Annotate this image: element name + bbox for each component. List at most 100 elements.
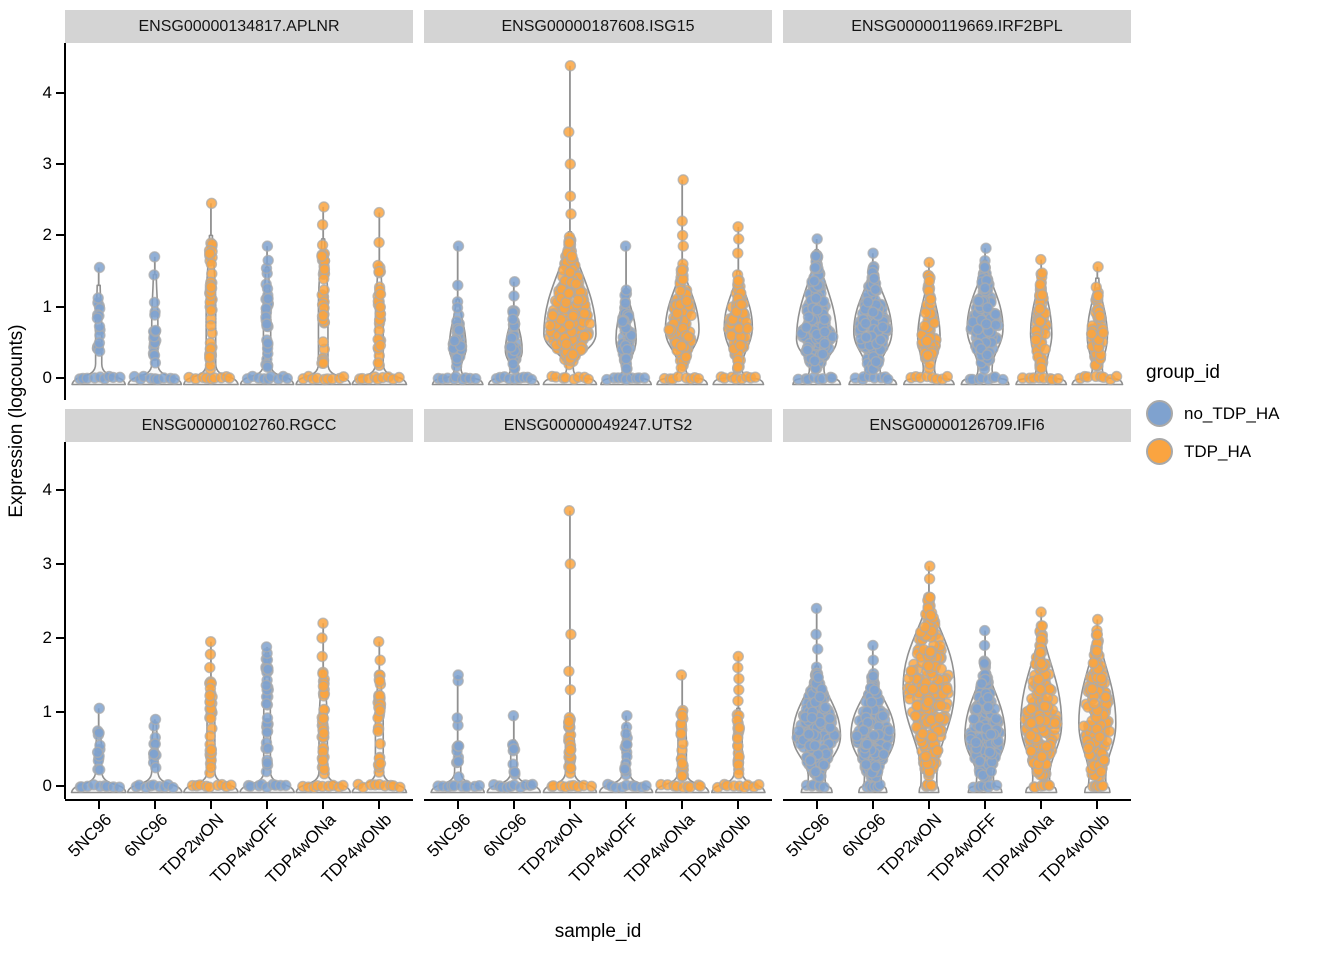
violin-TDP2wON <box>182 197 239 386</box>
x-tick <box>97 801 100 809</box>
y-tick <box>56 91 64 94</box>
x-axis-title: sample_id <box>554 921 642 942</box>
y-tick-label: 1 <box>42 296 52 316</box>
legend: group_id no_TDP_HA TDP_HA <box>1146 362 1279 476</box>
facet-strip: ENSG00000049247.UTS2 <box>424 409 772 442</box>
x-tick-label: TDP4wONa <box>980 810 1058 888</box>
violin-TDP4wOFF <box>960 242 1010 386</box>
y-tick <box>56 305 64 308</box>
violin-6NC96 <box>127 251 183 386</box>
x-tick-label: 6NC96 <box>838 810 890 861</box>
y-tick <box>56 234 64 237</box>
x-tick-label: TDP4wOFF <box>924 810 1002 887</box>
y-tick-label: 2 <box>42 225 52 245</box>
violin-TDP4wONa <box>295 617 352 794</box>
violin-TDP2wON <box>542 60 598 386</box>
x-tick <box>1096 801 1099 809</box>
x-tick <box>927 801 930 809</box>
violin-6NC96 <box>126 713 183 794</box>
x-tick <box>984 801 987 809</box>
x-tick <box>378 801 381 809</box>
y-tick-label: 1 <box>42 702 52 721</box>
violin-TDP4wONb <box>351 206 408 386</box>
y-tick-label: 3 <box>42 154 52 174</box>
x-tick <box>266 801 269 809</box>
x-tick-label: TDP4wOFF <box>206 810 284 887</box>
y-tick-label: 2 <box>42 628 52 647</box>
violin-TDP2wON <box>901 560 956 794</box>
y-tick <box>56 711 64 713</box>
violin-TDP4wOFF <box>600 240 653 386</box>
x-tick-label: TDP2wON <box>515 810 587 881</box>
x-tick <box>681 801 684 809</box>
y-tick-label: 3 <box>42 554 52 573</box>
violin-6NC96 <box>848 247 898 386</box>
legend-label: no_TDP_HA <box>1184 403 1280 423</box>
y-tick <box>56 637 64 639</box>
violin-5NC96 <box>792 233 842 386</box>
facet-strip: ENSG00000126709.IFI6 <box>783 409 1131 442</box>
x-axis-line <box>65 799 413 801</box>
violin-6NC96 <box>850 639 896 794</box>
facet-panel-RGCC <box>70 617 408 794</box>
facet-strip: ENSG00000102760.RGCC <box>65 409 413 442</box>
violin-TDP4wONa <box>1015 253 1068 386</box>
violin-TDP4wOFF <box>598 710 654 794</box>
violin-TDP4wONa <box>654 669 710 794</box>
violin-TDP4wONa <box>1019 606 1063 794</box>
x-tick <box>625 801 628 809</box>
violin-5NC96 <box>791 602 842 794</box>
y-tick-label: 4 <box>42 480 52 499</box>
x-tick-label: TDP2wON <box>156 810 228 881</box>
x-axis-line <box>424 799 772 801</box>
legend-key-circle <box>1146 400 1173 427</box>
violin-TDP4wONb <box>710 650 766 794</box>
x-tick <box>322 801 325 809</box>
x-tick <box>456 801 459 809</box>
violin-6NC96 <box>486 710 542 794</box>
y-tick <box>56 163 64 166</box>
violin-TDP4wONb <box>1071 261 1124 386</box>
facet-panel-IRF2BPL <box>792 233 1124 386</box>
facet-strip: ENSG00000187608.ISG15 <box>424 10 772 43</box>
violin-TDP4wOFF <box>239 240 295 386</box>
facet-strip: ENSG00000134817.APLNR <box>65 10 413 43</box>
violin-TDP4wOFF <box>964 624 1007 794</box>
x-tick <box>153 801 156 809</box>
x-tick-label: TDP4wOFF <box>565 810 643 887</box>
violin-5NC96 <box>71 261 127 386</box>
y-axis-line <box>63 43 66 400</box>
violin-6NC96 <box>487 275 540 386</box>
violin-TDP4wONa <box>295 201 352 386</box>
violin-TDP2wON <box>902 256 955 386</box>
y-tick <box>56 377 64 379</box>
x-tick-label: 6NC96 <box>479 810 531 861</box>
x-tick <box>815 801 818 809</box>
y-tick-label: 0 <box>42 368 52 387</box>
violin-TDP4wONb <box>1078 613 1117 794</box>
violin-TDP4wONb <box>351 635 408 794</box>
legend-key-circle <box>1146 438 1173 465</box>
y-axis-line <box>63 442 66 799</box>
y-tick-label: 4 <box>42 82 52 102</box>
x-tick-label: 5NC96 <box>64 810 116 861</box>
y-tick <box>56 785 64 787</box>
facet-panel-APLNR <box>71 197 408 386</box>
x-tick <box>209 801 212 809</box>
legend-label: TDP_HA <box>1184 441 1252 461</box>
facet-panel-ISG15 <box>431 60 765 386</box>
violin-TDP2wON <box>542 504 598 794</box>
x-axis-line <box>783 799 1131 801</box>
violin-TDP4wONa <box>656 174 709 386</box>
violin-TDP2wON <box>182 635 239 794</box>
legend-item-no_TDP_HA: no_TDP_HA <box>1146 400 1279 427</box>
facet-panel-UTS2 <box>430 504 766 794</box>
violin-5NC96 <box>430 669 486 794</box>
x-tick <box>568 801 571 809</box>
legend-items: no_TDP_HA TDP_HA <box>1146 400 1279 465</box>
violin-5NC96 <box>431 240 484 386</box>
violin-TDP4wONb <box>712 221 765 386</box>
violin-5NC96 <box>70 702 127 794</box>
x-tick-label: TDP2wON <box>874 810 946 881</box>
